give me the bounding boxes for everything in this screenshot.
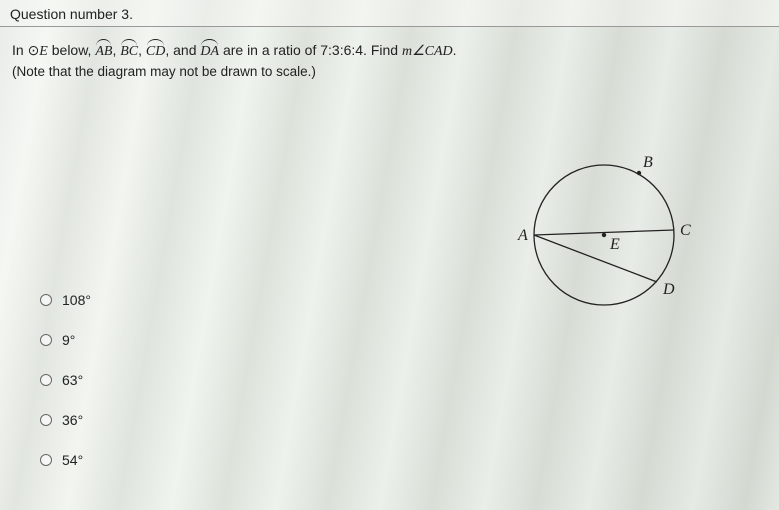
question-title: Question number 3.	[10, 6, 133, 22]
circle-center-letter: E	[39, 44, 48, 59]
label-a: A	[517, 227, 528, 244]
option-row[interactable]: 108°	[40, 292, 91, 308]
point-b-dot	[637, 171, 641, 175]
option-label: 54°	[62, 452, 83, 468]
question-header: Question number 3.	[0, 0, 779, 27]
label-e: E	[609, 236, 620, 253]
option-row[interactable]: 9°	[40, 332, 91, 348]
label-d: D	[662, 281, 675, 298]
label-b: B	[643, 154, 653, 171]
option-row[interactable]: 36°	[40, 412, 91, 428]
arc-da: DA	[200, 43, 219, 62]
point-e-dot	[602, 233, 606, 237]
circle-diagram: A B C D E	[509, 135, 709, 335]
option-label: 36°	[62, 412, 83, 428]
prompt-below: below,	[48, 42, 95, 58]
radio-icon[interactable]	[40, 414, 52, 426]
prompt-note: (Note that the diagram may not be drawn …	[12, 64, 316, 79]
arc-cd: CD	[146, 43, 165, 62]
question-prompt: In ⊙E below, AB, BC, CD, and DA are in a…	[0, 27, 779, 85]
option-row[interactable]: 54°	[40, 452, 91, 468]
prompt-lead: In ⊙	[12, 42, 39, 58]
prompt-period: .	[453, 42, 457, 58]
option-row[interactable]: 63°	[40, 372, 91, 388]
prompt-and: , and	[165, 42, 200, 58]
prompt-ratio: are in a ratio of 7:3:6:4. Find	[219, 42, 402, 58]
arc-ab: AB	[95, 43, 112, 62]
option-label: 9°	[62, 332, 75, 348]
diagram-svg: A B C D E	[509, 135, 709, 335]
radio-icon[interactable]	[40, 454, 52, 466]
find-angle-name: CAD	[425, 44, 453, 59]
radio-icon[interactable]	[40, 374, 52, 386]
answer-options: 108° 9° 63° 36° 54°	[40, 292, 91, 492]
option-label: 108°	[62, 292, 91, 308]
option-label: 63°	[62, 372, 83, 388]
find-m-angle: m∠	[402, 44, 425, 59]
radio-icon[interactable]	[40, 294, 52, 306]
arc-bc: BC	[120, 43, 138, 62]
chord-ad	[534, 235, 657, 282]
radio-icon[interactable]	[40, 334, 52, 346]
label-c: C	[680, 222, 691, 239]
